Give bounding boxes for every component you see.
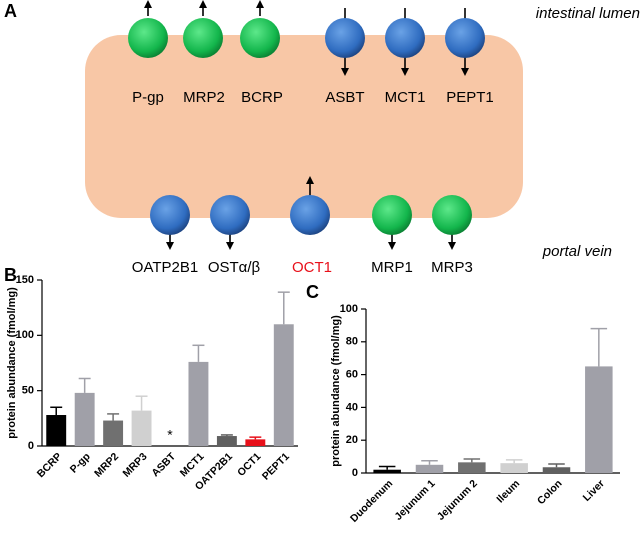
bar (500, 463, 528, 473)
transporter-label: ASBT (325, 89, 364, 106)
x-tick-label: Ileum (494, 478, 522, 506)
bar (131, 410, 152, 446)
transporter-label: MCT1 (385, 89, 426, 106)
y-tick-label: 80 (346, 336, 358, 348)
bar (216, 436, 237, 446)
panel-label: A (4, 1, 17, 21)
cell (85, 35, 523, 218)
y-tick-label: 0 (28, 440, 34, 452)
panel-label: B (4, 265, 17, 285)
y-tick-label: 50 (22, 385, 34, 397)
bar (373, 469, 401, 473)
transporter-label: PEPT1 (446, 89, 494, 106)
apical-transporters: P-gp MRP2 BCRP ASBT MCT1 PEPT1 (128, 0, 494, 106)
y-tick-label: 150 (16, 274, 34, 286)
x-tick-label: Jejunum 2 (435, 477, 480, 522)
bar (245, 439, 266, 446)
x-tick-label: MRP2 (92, 450, 121, 479)
transporter (325, 18, 365, 58)
y-tick-label: 20 (346, 434, 358, 446)
transporter-label: MRP3 (431, 259, 473, 276)
x-tick-label: P-gp (68, 451, 93, 476)
bar (74, 392, 95, 446)
transporter (183, 18, 223, 58)
transporter (290, 195, 330, 235)
transporter (432, 195, 472, 235)
x-tick-label: Liver (581, 478, 607, 504)
x-tick-label: Jejunum 1 (392, 477, 437, 522)
bar (542, 467, 571, 473)
y-tick-label: 60 (346, 369, 358, 381)
x-tick-label: Colon (535, 478, 565, 508)
transporter-label: BCRP (241, 89, 283, 106)
transporter (150, 195, 190, 235)
transporter-label: P-gp (132, 89, 164, 106)
transporter (240, 18, 280, 58)
y-tick-label: 0 (352, 467, 358, 479)
y-tick-label: 100 (16, 329, 34, 341)
y-axis-label: protein abundance (fmol/mg) (6, 287, 18, 439)
transporter-label: OATP2B1 (132, 259, 198, 276)
bar (585, 366, 613, 473)
y-tick-label: 100 (340, 303, 358, 315)
x-tick-label: PEPT1 (260, 450, 292, 482)
x-tick-label: BCRP (35, 451, 65, 481)
annotation: * (167, 427, 173, 443)
panel-label: C (306, 282, 319, 302)
transporter-label: OSTα/β (208, 259, 261, 276)
transporter-label: MRP1 (371, 259, 413, 276)
bar (458, 462, 486, 473)
y-axis-label: protein abundance (fmol/mg) (330, 315, 342, 467)
x-tick-label: MRP3 (121, 450, 150, 479)
transporter (210, 195, 250, 235)
transporter-label: MRP2 (183, 89, 225, 106)
lumen-label: intestinal lumen (536, 5, 640, 22)
bar (273, 324, 294, 446)
bar (103, 420, 124, 446)
transporter (445, 18, 485, 58)
transporter (385, 18, 425, 58)
x-tick-label: ASBT (149, 450, 178, 479)
bar (188, 361, 209, 446)
bar (46, 415, 67, 446)
basolateral-transporters: OATP2B1 OSTα/β OCT1 MRP1 MRP3 (132, 176, 473, 276)
transporter (128, 18, 168, 58)
y-tick-label: 40 (346, 401, 358, 413)
panel-a: A intestinal lumen portal vein P-gp MRP2… (4, 0, 640, 276)
bar (415, 464, 444, 473)
transporter-label: OCT1 (292, 259, 332, 276)
vein-label: portal vein (542, 243, 612, 260)
x-tick-label: Duodenum (348, 478, 395, 525)
transporter (372, 195, 412, 235)
